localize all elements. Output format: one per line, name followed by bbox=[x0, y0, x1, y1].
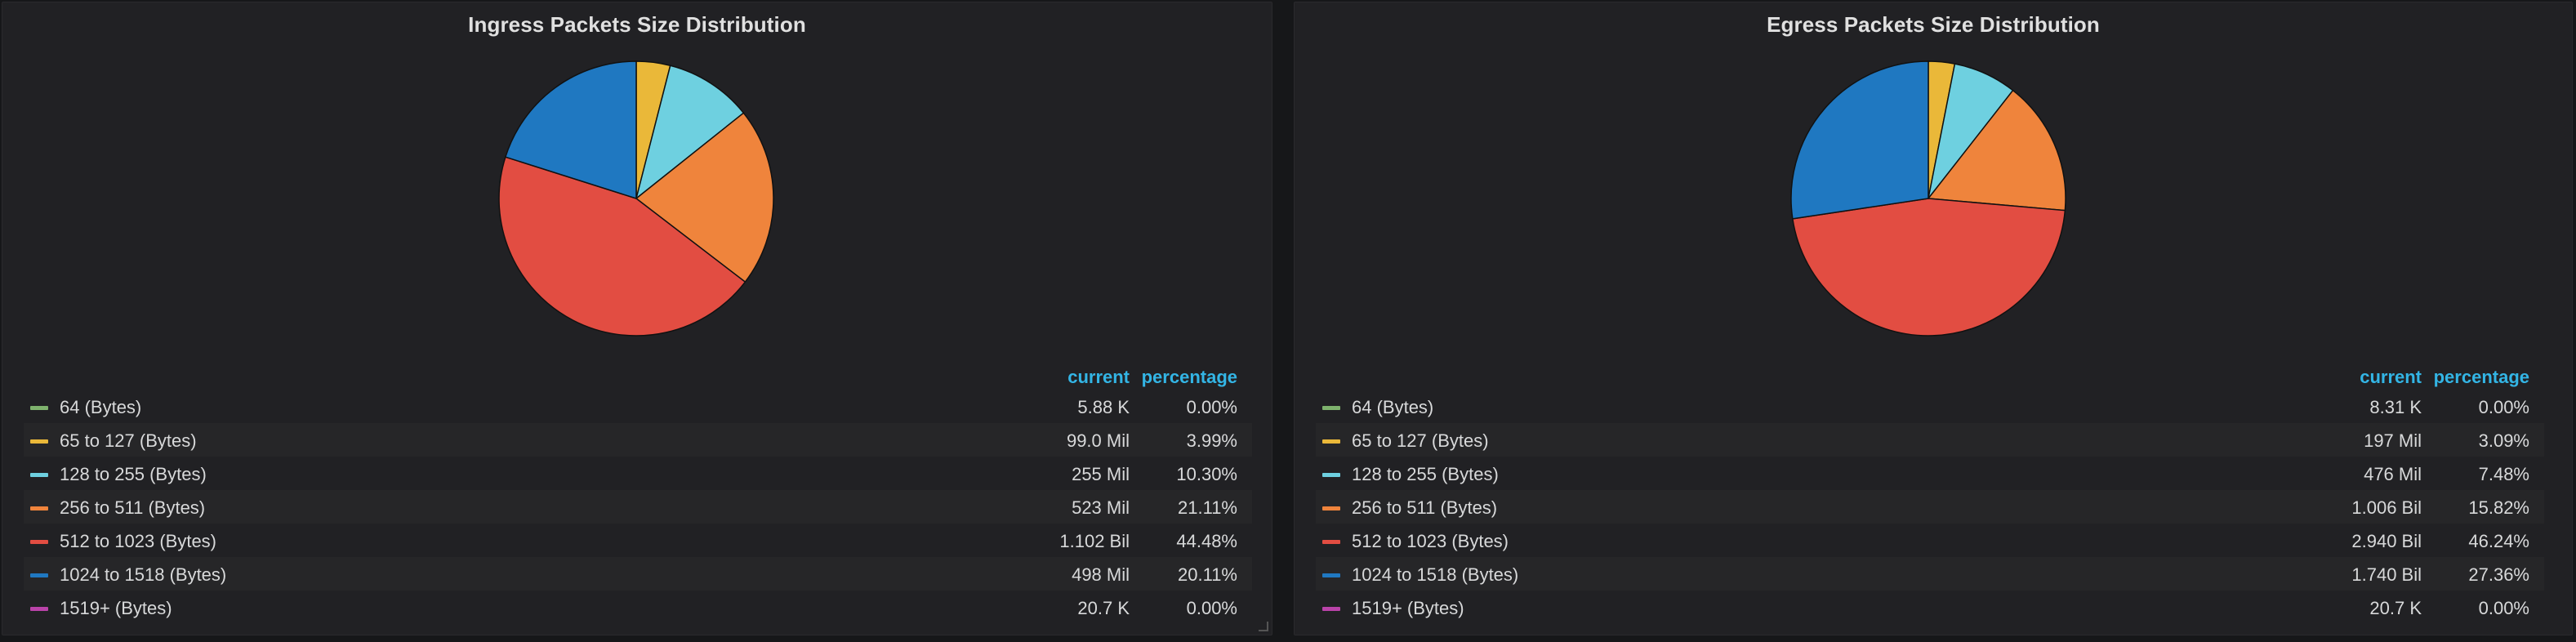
series-color-swatch[interactable] bbox=[30, 540, 48, 544]
current-value: 523 Mil bbox=[1072, 497, 1130, 518]
egress-panel: Egress Packets Size Distribution current… bbox=[1294, 2, 2573, 635]
series-label[interactable]: 128 to 255 (Bytes) bbox=[60, 464, 207, 484]
percentage-value: 46.24% bbox=[2468, 531, 2529, 551]
percentage-value: 44.48% bbox=[1176, 531, 1237, 551]
percentage-value: 21.11% bbox=[1178, 497, 1237, 518]
pie-slice-256-to-511-bytes[interactable] bbox=[1927, 89, 2066, 212]
pie-slice-1024-to-1518-bytes[interactable] bbox=[504, 60, 637, 200]
percentage-value: 3.99% bbox=[1186, 430, 1237, 451]
legend-row[interactable]: 64 (Bytes) 8.31 K 0.00% bbox=[1316, 390, 2544, 423]
ingress-pie-chart bbox=[498, 60, 774, 337]
series-color-swatch[interactable] bbox=[1322, 439, 1340, 444]
series-color-swatch[interactable] bbox=[1322, 473, 1340, 477]
series-color-swatch[interactable] bbox=[30, 473, 48, 477]
series-label[interactable]: 65 to 127 (Bytes) bbox=[1352, 430, 1489, 451]
series-label[interactable]: 1024 to 1518 (Bytes) bbox=[1352, 564, 1519, 585]
current-value: 20.7 K bbox=[2369, 598, 2422, 618]
current-value: 1.102 Bil bbox=[1059, 531, 1130, 551]
legend-row[interactable]: 128 to 255 (Bytes) 476 Mil 7.48% bbox=[1316, 457, 2544, 490]
series-label[interactable]: 512 to 1023 (Bytes) bbox=[1352, 531, 1509, 551]
pie-slice-128-to-255-bytes[interactable] bbox=[635, 65, 745, 200]
percentage-value: 0.00% bbox=[1186, 598, 1237, 618]
current-value: 498 Mil bbox=[1072, 564, 1130, 585]
series-color-swatch[interactable] bbox=[1322, 573, 1340, 577]
legend-row[interactable]: 256 to 511 (Bytes) 1.006 Bil 15.82% bbox=[1316, 490, 2544, 524]
legend-row[interactable]: 512 to 1023 (Bytes) 1.102 Bil 44.48% bbox=[24, 524, 1252, 557]
current-value: 476 Mil bbox=[2364, 464, 2422, 484]
legend-header: current percentage bbox=[24, 362, 1252, 390]
percentage-value: 15.82% bbox=[2468, 497, 2529, 518]
series-label[interactable]: 512 to 1023 (Bytes) bbox=[60, 531, 217, 551]
series-label[interactable]: 64 (Bytes) bbox=[1352, 397, 1434, 417]
legend-row[interactable]: 64 (Bytes) 5.88 K 0.00% bbox=[24, 390, 1252, 423]
pie-slice-512-to-1023-bytes[interactable] bbox=[498, 156, 747, 337]
series-label[interactable]: 64 (Bytes) bbox=[60, 397, 142, 417]
pie-slice-1024-to-1518-bytes[interactable] bbox=[1790, 60, 1929, 220]
current-value: 255 Mil bbox=[1072, 464, 1130, 484]
egress-pie-chart bbox=[1790, 60, 2066, 337]
ingress-panel: Ingress Packets Size Distribution curren… bbox=[2, 2, 1272, 635]
legend-row[interactable]: 256 to 511 (Bytes) 523 Mil 21.11% bbox=[24, 490, 1252, 524]
percentage-column-header[interactable]: percentage bbox=[1141, 367, 1237, 387]
series-color-swatch[interactable] bbox=[30, 607, 48, 611]
legend-row[interactable]: 1024 to 1518 (Bytes) 1.740 Bil 27.36% bbox=[1316, 557, 2544, 591]
percentage-value: 27.36% bbox=[2468, 564, 2529, 585]
panel-title[interactable]: Ingress Packets Size Distribution bbox=[468, 12, 806, 37]
pie-slice-256-to-511-bytes[interactable] bbox=[635, 112, 774, 283]
percentage-value: 7.48% bbox=[2478, 464, 2529, 484]
legend-row[interactable]: 1024 to 1518 (Bytes) 498 Mil 20.11% bbox=[24, 557, 1252, 591]
percentage-value: 0.00% bbox=[2478, 397, 2529, 417]
panel-title[interactable]: Egress Packets Size Distribution bbox=[1767, 12, 2100, 37]
series-label[interactable]: 65 to 127 (Bytes) bbox=[60, 430, 197, 451]
current-value: 1.006 Bil bbox=[2351, 497, 2422, 518]
series-label[interactable]: 1519+ (Bytes) bbox=[1352, 598, 1464, 618]
current-value: 8.31 K bbox=[2369, 397, 2422, 417]
series-label[interactable]: 1024 to 1518 (Bytes) bbox=[60, 564, 227, 585]
current-value: 5.88 K bbox=[1077, 397, 1130, 417]
current-value: 20.7 K bbox=[1077, 598, 1130, 618]
series-color-swatch[interactable] bbox=[1322, 406, 1340, 410]
percentage-column-header[interactable]: percentage bbox=[2433, 367, 2529, 387]
current-column-header[interactable]: current bbox=[2360, 367, 2422, 387]
series-label[interactable]: 128 to 255 (Bytes) bbox=[1352, 464, 1499, 484]
percentage-value: 10.30% bbox=[1176, 464, 1237, 484]
current-value: 99.0 Mil bbox=[1066, 430, 1130, 451]
ingress-legend: current percentage 64 (Bytes) 5.88 K 0.00%… bbox=[24, 362, 1252, 624]
percentage-value: 0.00% bbox=[2478, 598, 2529, 618]
legend-row[interactable]: 65 to 127 (Bytes) 197 Mil 3.09% bbox=[1316, 423, 2544, 457]
series-color-swatch[interactable] bbox=[30, 573, 48, 577]
legend-row[interactable]: 128 to 255 (Bytes) 255 Mil 10.30% bbox=[24, 457, 1252, 490]
percentage-value: 20.11% bbox=[1178, 564, 1237, 585]
legend-header: current percentage bbox=[1316, 362, 2544, 390]
series-color-swatch[interactable] bbox=[30, 406, 48, 410]
current-value: 1.740 Bil bbox=[2351, 564, 2422, 585]
current-column-header[interactable]: current bbox=[1067, 367, 1130, 387]
series-color-swatch[interactable] bbox=[1322, 607, 1340, 611]
series-label[interactable]: 256 to 511 (Bytes) bbox=[60, 497, 206, 518]
legend-row[interactable]: 1519+ (Bytes) 20.7 K 0.00% bbox=[1316, 591, 2544, 624]
egress-legend: current percentage 64 (Bytes) 8.31 K 0.00%… bbox=[1316, 362, 2544, 624]
pie-slice-512-to-1023-bytes[interactable] bbox=[1791, 198, 2066, 337]
current-value: 2.940 Bil bbox=[2351, 531, 2422, 551]
percentage-value: 3.09% bbox=[2478, 430, 2529, 451]
current-value: 197 Mil bbox=[2364, 430, 2422, 451]
legend-row[interactable]: 1519+ (Bytes) 20.7 K 0.00% bbox=[24, 591, 1252, 624]
series-color-swatch[interactable] bbox=[1322, 540, 1340, 544]
series-color-swatch[interactable] bbox=[30, 506, 48, 510]
series-color-swatch[interactable] bbox=[30, 439, 48, 444]
series-color-swatch[interactable] bbox=[1322, 506, 1340, 510]
legend-row[interactable]: 512 to 1023 (Bytes) 2.940 Bil 46.24% bbox=[1316, 524, 2544, 557]
legend-row[interactable]: 65 to 127 (Bytes) 99.0 Mil 3.99% bbox=[24, 423, 1252, 457]
resize-handle[interactable] bbox=[1259, 622, 1268, 631]
series-label[interactable]: 1519+ (Bytes) bbox=[60, 598, 172, 618]
percentage-value: 0.00% bbox=[1186, 397, 1237, 417]
series-label[interactable]: 256 to 511 (Bytes) bbox=[1352, 497, 1498, 518]
